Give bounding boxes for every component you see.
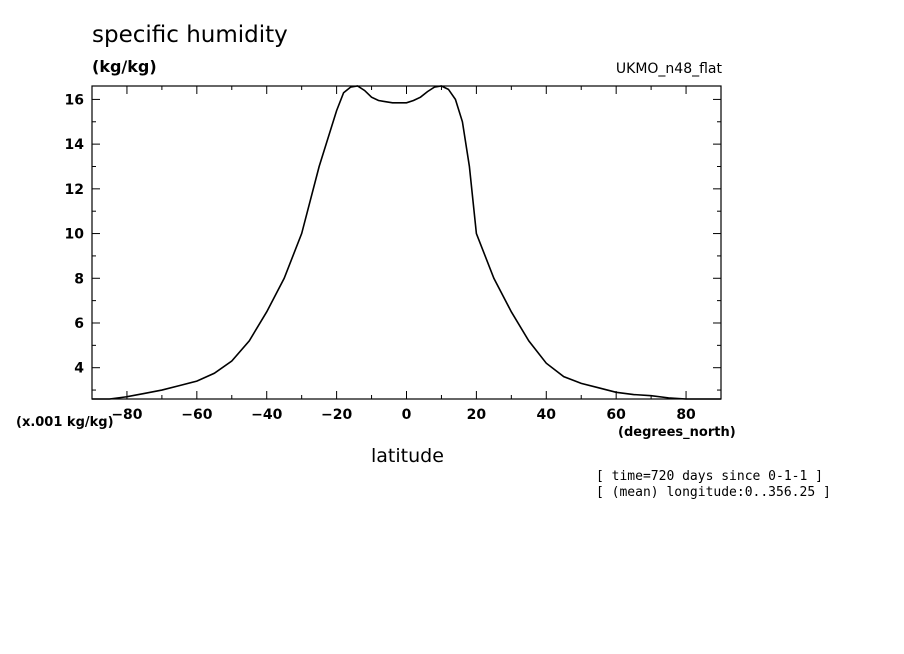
longitude-note: [ (mean) longitude:0..356.25 ] — [596, 485, 831, 500]
y-tick-label: 14 — [65, 137, 85, 153]
x-axis-label: latitude — [371, 445, 444, 467]
x-tick-label: 80 — [676, 407, 696, 423]
y-scale-note: (x.001 kg/kg) — [16, 415, 114, 430]
x-tick-label: 0 — [402, 407, 412, 423]
y-tick-label: 16 — [65, 92, 84, 108]
x-axis-units: (degrees_north) — [618, 425, 736, 440]
x-tick-label: −40 — [251, 407, 282, 423]
y-tick-label: 12 — [65, 182, 84, 198]
y-tick-label: 8 — [74, 271, 84, 287]
x-tick-label: 40 — [537, 407, 557, 423]
y-tick-label: 6 — [74, 316, 84, 332]
y-tick-label: 10 — [65, 227, 85, 243]
x-tick-label: 60 — [606, 407, 626, 423]
plot-frame — [91, 85, 722, 400]
chart-title: specific humidity — [92, 22, 288, 48]
x-tick-label: −60 — [181, 407, 212, 423]
model-label: UKMO_n48_flat — [615, 61, 722, 77]
series-line — [92, 85, 721, 400]
x-tick-label: 20 — [467, 407, 487, 423]
y-tick-label: 4 — [74, 361, 84, 377]
y-axis-label: (kg/kg) — [92, 57, 157, 76]
y-axis: 4 6 8 10 12 14 16 — [65, 92, 721, 391]
x-axis: −80 −60 −40 −20 0 20 40 60 80 — [91, 86, 722, 423]
time-note: [ time=720 days since 0-1-1 ] — [596, 469, 823, 484]
x-tick-label: −80 — [111, 407, 142, 423]
x-tick-label: −20 — [321, 407, 352, 423]
